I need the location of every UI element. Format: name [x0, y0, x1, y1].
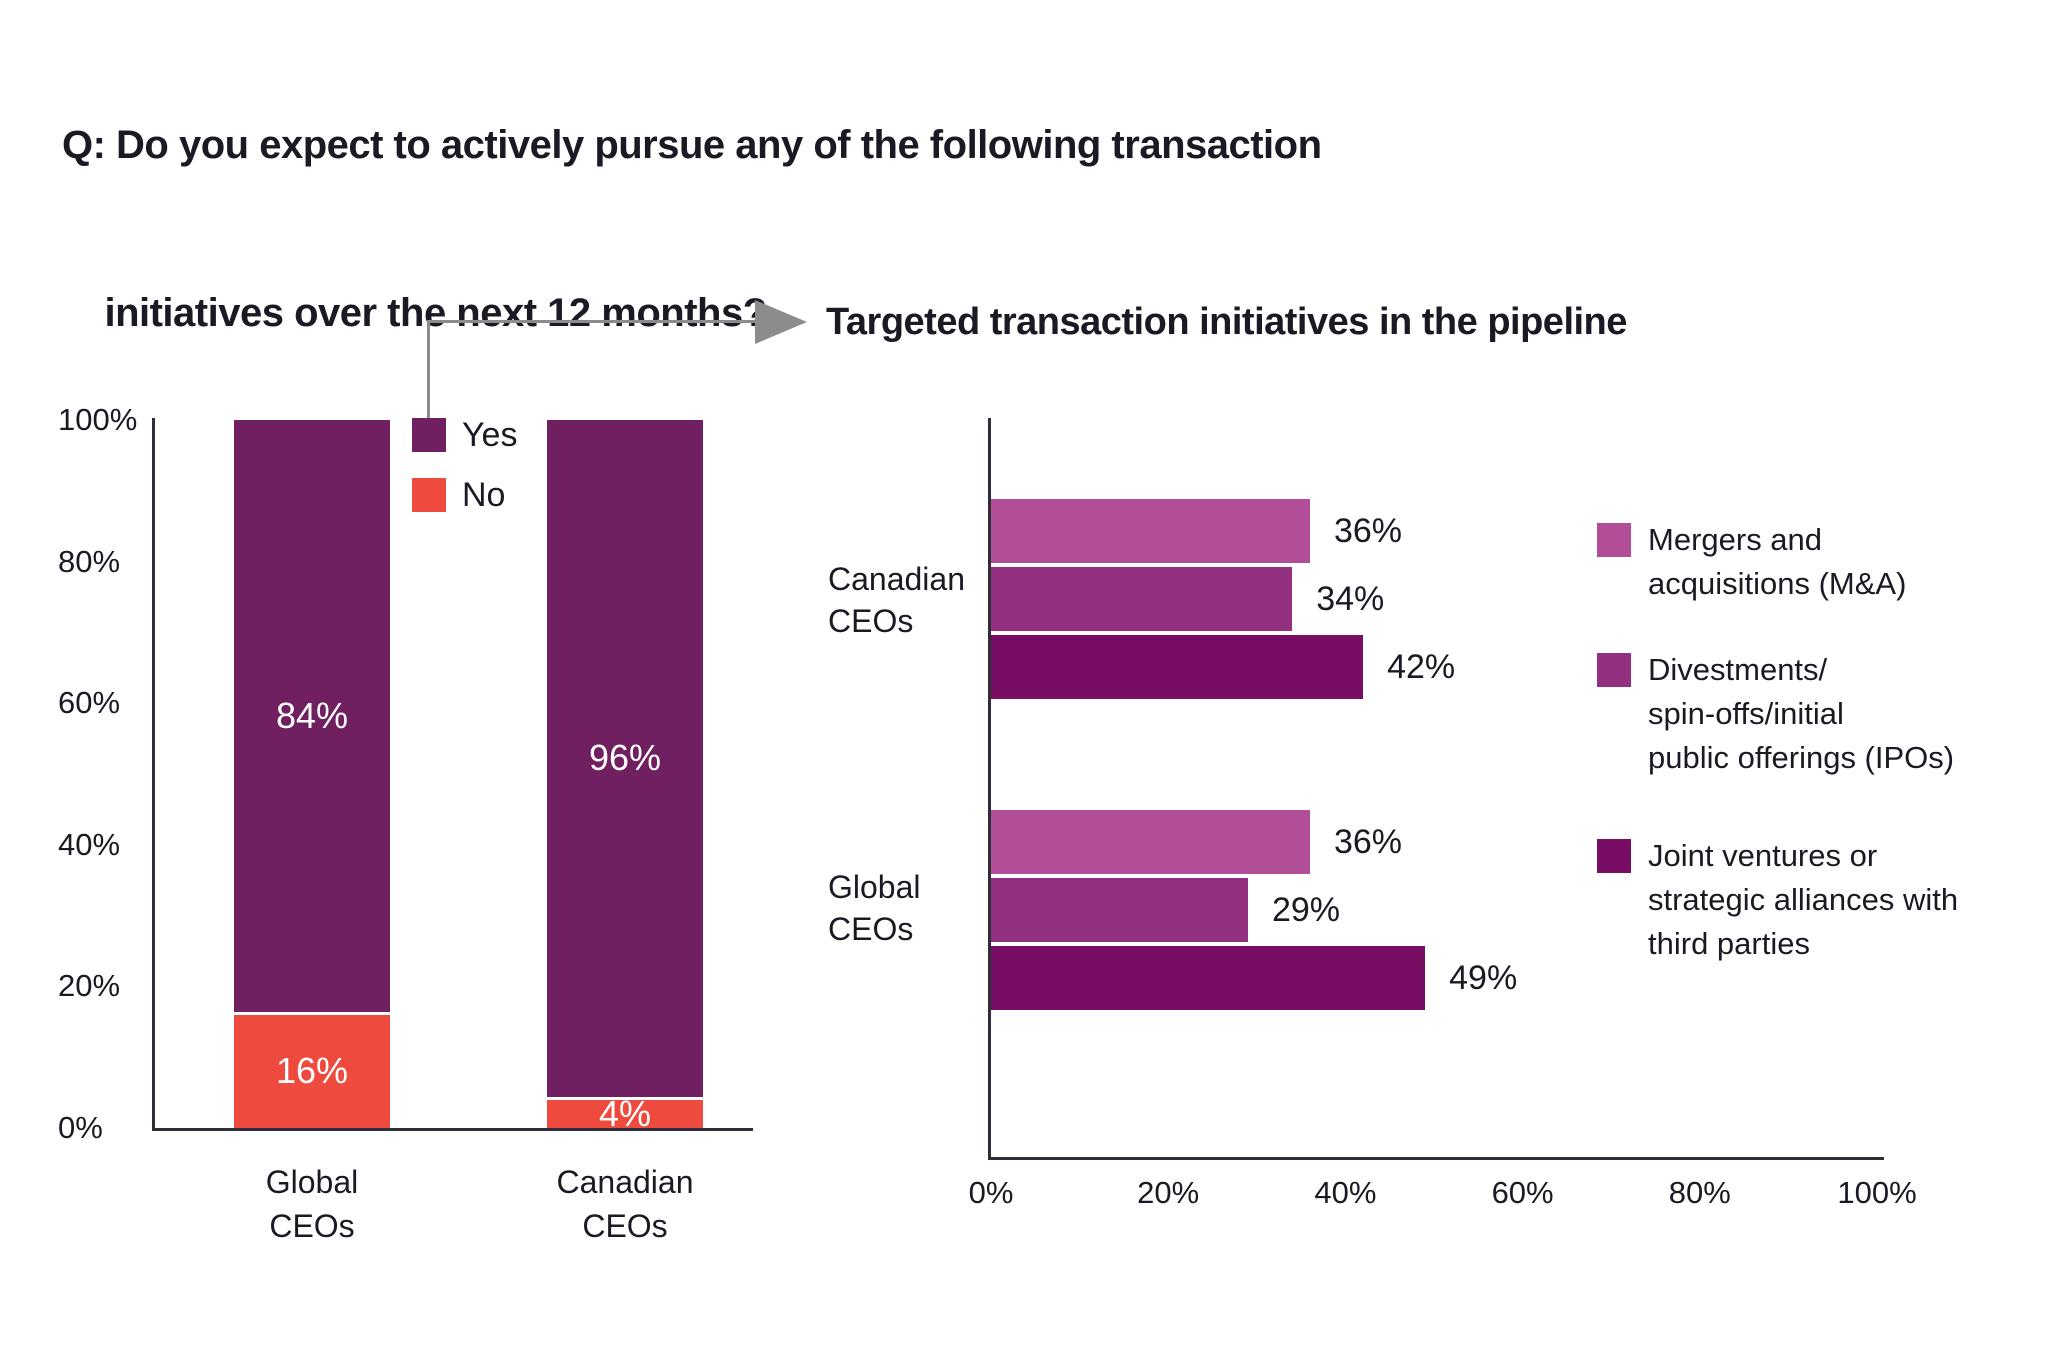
group-label: Canadian CEOs [828, 561, 965, 639]
left-chart-y-axis-line [152, 418, 155, 1130]
stacked-segment-yes [234, 420, 390, 1012]
page-title-line-2: initiatives over the next 12 months? [104, 291, 767, 335]
bar-value-label: 42% [1387, 648, 1456, 686]
bar-value-label-no: 4% [598, 1092, 652, 1134]
bar-value-label: 36% [1333, 823, 1403, 861]
bar-value-label-yes: 96% [588, 737, 662, 779]
legend-item-label: Joint ventures or strategic alliances wi… [1648, 838, 1959, 961]
connector-horizontal-line [427, 320, 757, 323]
x-axis-tick-label: 60% [1491, 1175, 1554, 1210]
left-chart-x-axis-line [152, 1128, 753, 1131]
x-axis-tick-label: 100% [1837, 1175, 1917, 1210]
legend-swatch-yes [412, 418, 446, 452]
y-axis-tick-label: 0% [58, 1110, 103, 1145]
y-axis-tick-label: 20% [58, 968, 121, 1004]
hbar-2 [991, 878, 1248, 942]
page-title: Q: Do you expect to actively pursue any … [62, 103, 1322, 439]
bar-value-label: 49% [1449, 959, 1518, 997]
stacked-segment-no [234, 1014, 390, 1128]
hbar-2 [991, 567, 1293, 631]
page-title-line-1: Q: Do you expect to actively pursue any … [62, 123, 1322, 167]
connector-vertical-line [427, 322, 430, 418]
right-chart-x-axis-line [988, 1157, 1884, 1160]
y-axis-tick-label: 60% [58, 685, 121, 721]
bar-value-label-no: 16% [275, 1050, 349, 1092]
legend-swatch-1 [1597, 523, 1631, 557]
hbar-1 [991, 810, 1310, 874]
bar-value-label: 29% [1271, 891, 1340, 929]
bar-value-label: 34% [1316, 580, 1385, 618]
category-label: Canadian CEOs [556, 1164, 694, 1244]
legend-label-yes: Yes [462, 416, 518, 454]
stacked-segment-yes [547, 420, 703, 1097]
legend-swatch-3 [1597, 839, 1631, 873]
legend-label-no: No [462, 476, 506, 514]
x-axis-tick-label: 20% [1137, 1175, 1200, 1210]
legend-swatch-no [412, 478, 446, 512]
legend-swatch-2 [1597, 653, 1631, 687]
right-chart-y-axis-line [988, 418, 991, 1160]
x-axis-tick-label: 40% [1314, 1175, 1377, 1210]
right-chart-title: Targeted transaction initiatives in the … [826, 301, 1627, 343]
legend-item-label: Divestments/ spin-offs/initial public of… [1648, 652, 1955, 775]
hbar-1 [991, 499, 1310, 563]
group-label: Global CEOs [828, 869, 921, 947]
x-axis-tick-label: 80% [1668, 1175, 1731, 1210]
bar-value-label-yes: 84% [275, 694, 349, 736]
y-axis-tick-label: 80% [58, 543, 121, 579]
category-label: Global CEOs [265, 1164, 359, 1244]
stacked-segment-no [547, 1099, 703, 1128]
legend-item-label: Mergers and acquisitions (M&A) [1648, 522, 1907, 601]
bar-value-label: 36% [1333, 512, 1403, 550]
x-axis-tick-label: 0% [968, 1175, 1014, 1210]
hbar-3 [991, 635, 1364, 699]
arrow-right-icon [755, 300, 807, 344]
y-axis-tick-label: 100% [58, 402, 138, 437]
y-axis-tick-label: 40% [58, 826, 121, 862]
hbar-3 [991, 946, 1426, 1010]
